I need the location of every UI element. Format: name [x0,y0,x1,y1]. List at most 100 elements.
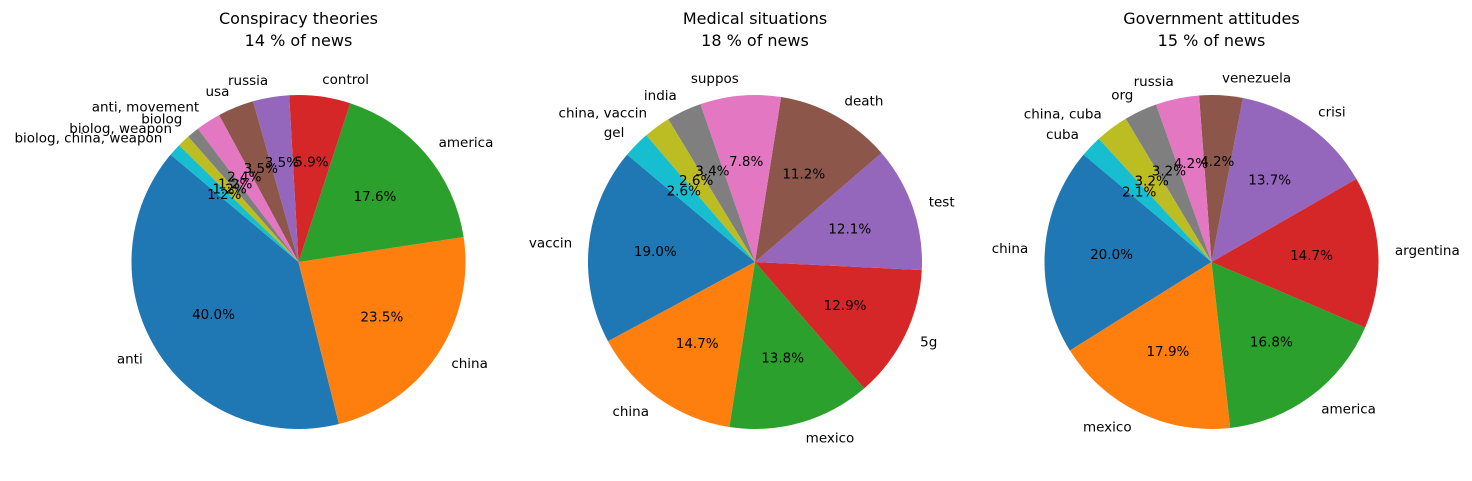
pie-panel-conspiracy: Conspiracy theories 14 % of news anti 40.… [14,9,494,430]
pie-slice-org [1125,104,1212,262]
pie-title: Medical situations [683,9,827,28]
pie-pct-label: 17.6% [353,189,396,205]
pie-pct-label: 7.8% [729,154,763,170]
pie-wedge-label: mexico [806,431,855,447]
pie-title: Conspiracy theories [219,9,378,28]
pie-pct-label: 4.2% [1174,156,1208,172]
pie-wedge-label: cuba [1046,127,1079,143]
pie-slices [587,95,922,429]
pie-pct-label: 12.9% [824,298,867,314]
pie-slice-america [298,103,464,263]
pie-slice-biolog [188,128,299,262]
pie-pct-label: 1.2% [218,176,252,192]
pie-title: Government attitudes [1123,9,1299,28]
pie-pct-label: 3.5% [265,155,299,171]
pie-wedge-label: mexico [1083,419,1132,435]
pie-wedge-label: test [929,194,955,210]
pie-pct-label: 40.0% [192,307,235,323]
pie-pct-label: 11.2% [782,166,825,182]
pie-pct-label: 3.2% [1152,163,1186,179]
pie-slices [1044,95,1379,430]
pie-slice-crisi [1211,97,1357,262]
pie-wedge-label: america [439,135,494,151]
pie-wedge-label: china [992,241,1029,257]
pie-wedge-label: china, cuba [1024,107,1102,123]
pie-pct-label: 14.7% [1290,248,1333,264]
pie-pct-label: 20.0% [1090,247,1133,263]
pie-slice-india [668,104,755,262]
pie-slice-china [608,262,755,428]
pie-wedge-label: usa [206,84,230,100]
pie-pct-label: 2.6% [679,173,713,189]
pie-wedge-label: biolog, china, weapon [14,131,162,147]
pie-pct-label: 13.7% [1248,172,1291,188]
pie-wedge-label: argentina [1395,243,1460,259]
pie-wedge-label: biolog, weapon [69,121,172,137]
pie-wedge-label: anti, movement [92,99,199,115]
pie-wedge-label: russia [1134,74,1174,90]
pie-wedge-label: russia [228,73,268,89]
pie-wedge-label: biolog [141,112,182,128]
pie-wedge-label: org [1111,88,1133,104]
pie-slice-russia [253,95,299,262]
pie-wedge-label: vaccin [529,235,572,251]
pie-slice-biolog-weapon [179,136,299,262]
pie-pct-label: 3.2% [1134,174,1168,190]
pie-pct-label: 5.9% [294,155,328,171]
pie-slice-vaccin [587,154,755,342]
pie-wedge-label: 5g [920,334,937,350]
pie-slice-death [755,97,882,262]
pie-slice-china [1044,154,1212,351]
pie-panel-government: Government attitudes 15 % of news china 2… [992,9,1460,435]
pie-subtitle: 15 % of news [1158,31,1266,50]
pie-slice-argentina [1211,178,1379,328]
pie-slice-china [298,237,466,425]
pie-wedge-label: anti [117,351,143,367]
pie-wedge-label: control [322,72,369,88]
pie-slice-china-cuba [1098,118,1212,262]
pie-wedge-label: suppos [691,71,739,87]
pie-pct-label: 2.4% [227,170,261,186]
pie-slice-anti [131,154,339,430]
pie-pct-label: 2.1% [1122,185,1156,201]
pie-pct-label: 19.0% [634,244,677,260]
pie-pct-label: 17.9% [1146,344,1189,360]
pie-slice-venezuela [1199,95,1243,262]
pie-wedge-label: india [644,88,677,104]
pie-pct-label: 1.2% [207,187,241,203]
pie-slice-gel [627,135,755,262]
pie-slice-5g [755,262,922,389]
pie-wedge-label: china [451,356,488,372]
pie-wedge-label: death [844,94,883,110]
pie-panel-medical: Medical situations 18 % of news vaccin 19… [529,9,955,447]
pie-slice-america [1211,262,1366,428]
pie-slice-mexico [1069,262,1231,430]
pie-wedge-label: venezuela [1222,71,1291,87]
pie-subtitle: 18 % of news [701,31,809,50]
pie-pct-label: 16.8% [1250,334,1293,350]
pie-wedge-label: china, vaccin [559,105,648,121]
pie-slice-anti-movement [197,115,299,262]
pie-slice-russia [1156,95,1212,262]
pie-wedge-label: america [1321,401,1376,417]
pie-slice-mexico [729,262,865,429]
pie-slice-test [755,153,922,271]
pie-pct-label: 3.5% [244,161,278,177]
pie-wedge-label: gel [604,125,625,141]
pie-subtitle: 14 % of news [245,31,353,50]
pie-pct-label: 23.5% [360,310,403,326]
pie-pct-label: 2.6% [667,184,701,200]
pie-pct-label: 14.7% [676,336,719,352]
pie-slice-china-vaccin [646,119,755,262]
pie-pct-label: 3.4% [695,163,729,179]
pie-slice-biolog-china-weapon [170,145,299,262]
pie-slice-usa [219,101,299,262]
pie-wedge-label: crisi [1318,104,1346,120]
pie-slice-cuba [1083,138,1212,262]
pie-slice-control [289,94,351,262]
pie-pct-label: 4.2% [1200,154,1234,170]
pie-pct-label: 13.8% [761,350,804,366]
pie-wedge-label: china [612,404,649,420]
pie-pct-label: 12.1% [828,221,871,237]
